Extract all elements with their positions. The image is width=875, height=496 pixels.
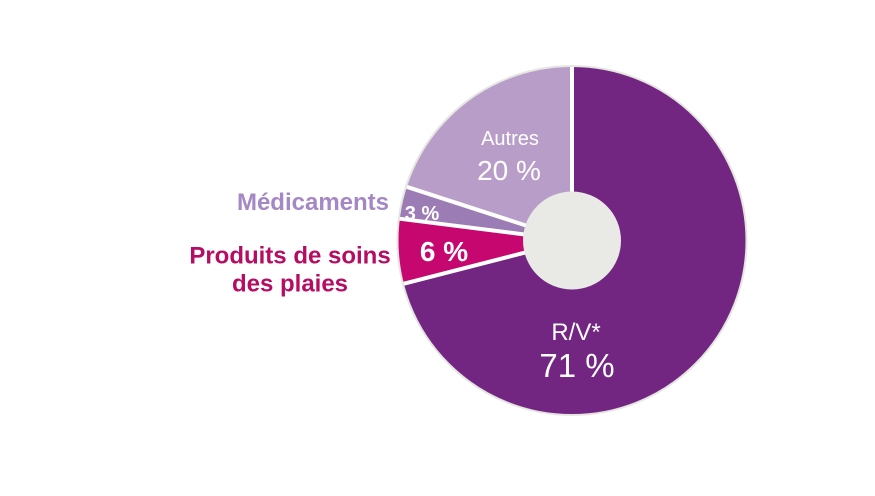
- category-label-medicaments: Médicaments: [237, 189, 389, 217]
- category-label-produits-de-soins: Produits de soins des plaies: [189, 242, 390, 297]
- pie-outer-ring: [396, 65, 748, 416]
- category-label-produits-line1: Produits de soins: [189, 242, 391, 270]
- slice-value-medicaments: 3 %: [405, 203, 440, 225]
- slice-label-rv: R/V*: [551, 319, 600, 346]
- pie-slice-produits-de-soins-des-plaies: [397, 218, 572, 285]
- pie-slice-autres: [405, 65, 572, 241]
- slice-label-autres: Autres: [481, 128, 539, 150]
- category-label-medicaments-text: Médicaments: [236, 189, 390, 217]
- slice-value-labels: Autres 20 % 3 % 6 % R/V* 71 %: [405, 128, 615, 384]
- donut-hole: [523, 191, 621, 290]
- slice-value-rv: 71 %: [539, 347, 614, 384]
- category-label-produits-line2: des plaies: [231, 270, 349, 297]
- slice-value-autres: 20 %: [477, 155, 541, 186]
- slice-value-produits: 6 %: [420, 236, 468, 267]
